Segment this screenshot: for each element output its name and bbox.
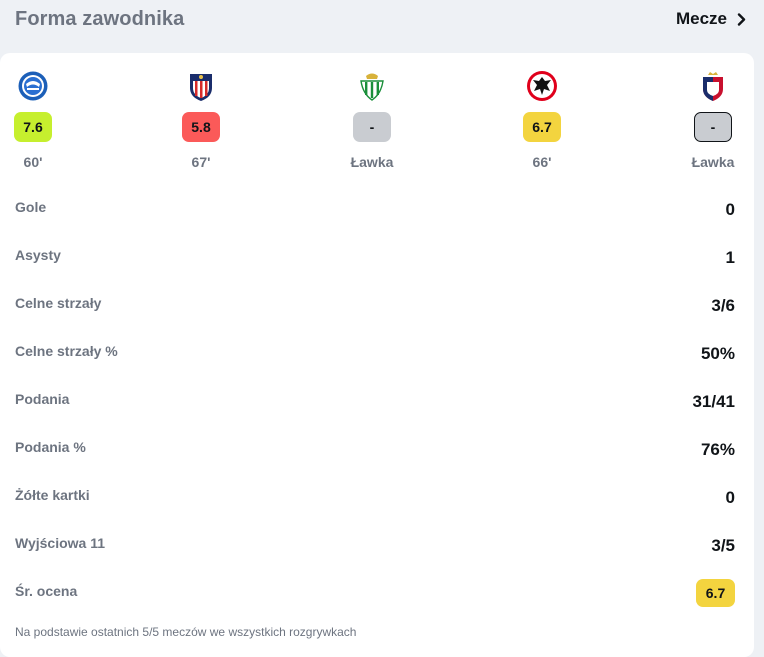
match-item-3[interactable]: - Ławka <box>332 69 412 170</box>
match-minutes: 67' <box>191 154 211 170</box>
stat-value: 31/41 <box>692 392 735 411</box>
match-rating-badge: 7.6 <box>14 112 52 142</box>
stat-row-goals: Gole 0 <box>0 189 754 237</box>
real-betis-crest-icon <box>355 69 389 103</box>
stat-label: Asysty <box>15 247 61 263</box>
stat-value: 3/5 <box>711 536 735 555</box>
stat-row-average-rating: Śr. ocena 6.7 <box>0 573 754 621</box>
stat-value: 50% <box>700 344 735 363</box>
stat-label: Podania <box>15 391 70 407</box>
osasuna-crest-icon <box>696 69 730 103</box>
stat-row-shots-on-target-percent: Celne strzały % 50% <box>0 333 754 381</box>
match-minutes: 60' <box>23 154 43 170</box>
footnote: Na podstawie ostatnich 5/5 meczów we wsz… <box>15 625 357 639</box>
match-minutes: 66' <box>532 154 552 170</box>
stat-label: Wyjściowa 11 <box>15 535 106 551</box>
eintracht-frankfurt-crest-icon <box>525 69 559 103</box>
recent-matches: 7.6 60' 5.8 67' <box>0 53 754 183</box>
match-rating-badge: - <box>353 112 391 142</box>
match-item-4[interactable]: 6.7 66' <box>502 69 582 170</box>
stat-label: Celne strzały <box>15 295 102 311</box>
match-minutes: Ławka <box>691 154 735 170</box>
stat-row-assists: Asysty 1 <box>0 237 754 285</box>
match-item-5[interactable]: - Ławka <box>673 69 753 170</box>
stats-list: Gole 0 Asysty 1 Celne strzały 3/6 Celne … <box>0 189 754 621</box>
player-form-card: 7.6 60' 5.8 67' <box>0 53 754 657</box>
stat-row-yellow-cards: Żółte kartki 0 <box>0 477 754 525</box>
match-item-1[interactable]: 7.6 60' <box>0 69 73 170</box>
match-rating-badge: 6.7 <box>523 112 561 142</box>
matches-link-label: Mecze <box>675 9 727 28</box>
stat-row-shots-on-target: Celne strzały 3/6 <box>0 285 754 333</box>
matches-link[interactable]: Mecze <box>676 9 746 29</box>
stat-value: 76% <box>700 440 735 459</box>
stat-label: Żółte kartki <box>15 487 90 503</box>
match-rating-badge: - <box>694 112 732 142</box>
section-title: Forma zawodnika <box>15 8 185 30</box>
average-rating-badge: 6.7 <box>696 579 735 607</box>
section-header: Forma zawodnika Mecze <box>0 0 764 52</box>
stat-value: 3/6 <box>711 296 735 315</box>
stat-row-passes: Podania 31/41 <box>0 381 754 429</box>
atletico-madrid-crest-icon <box>184 69 218 103</box>
match-item-2[interactable]: 5.8 67' <box>161 69 241 170</box>
stat-value: 1 <box>725 248 735 267</box>
stat-row-starting-eleven: Wyjściowa 11 3/5 <box>0 525 754 573</box>
stat-row-passes-percent: Podania % 76% <box>0 429 754 477</box>
stat-label: Gole <box>15 199 47 215</box>
match-rating-badge: 5.8 <box>182 112 220 142</box>
stat-label: Celne strzały % <box>15 343 118 359</box>
stat-value: 0 <box>725 200 735 219</box>
chevron-right-icon <box>737 12 746 26</box>
stat-value: 0 <box>725 488 735 507</box>
match-minutes: Ławka <box>350 154 394 170</box>
alaves-crest-icon <box>16 69 50 103</box>
stat-label: Podania % <box>15 439 86 455</box>
stat-label: Śr. ocena <box>15 583 78 599</box>
